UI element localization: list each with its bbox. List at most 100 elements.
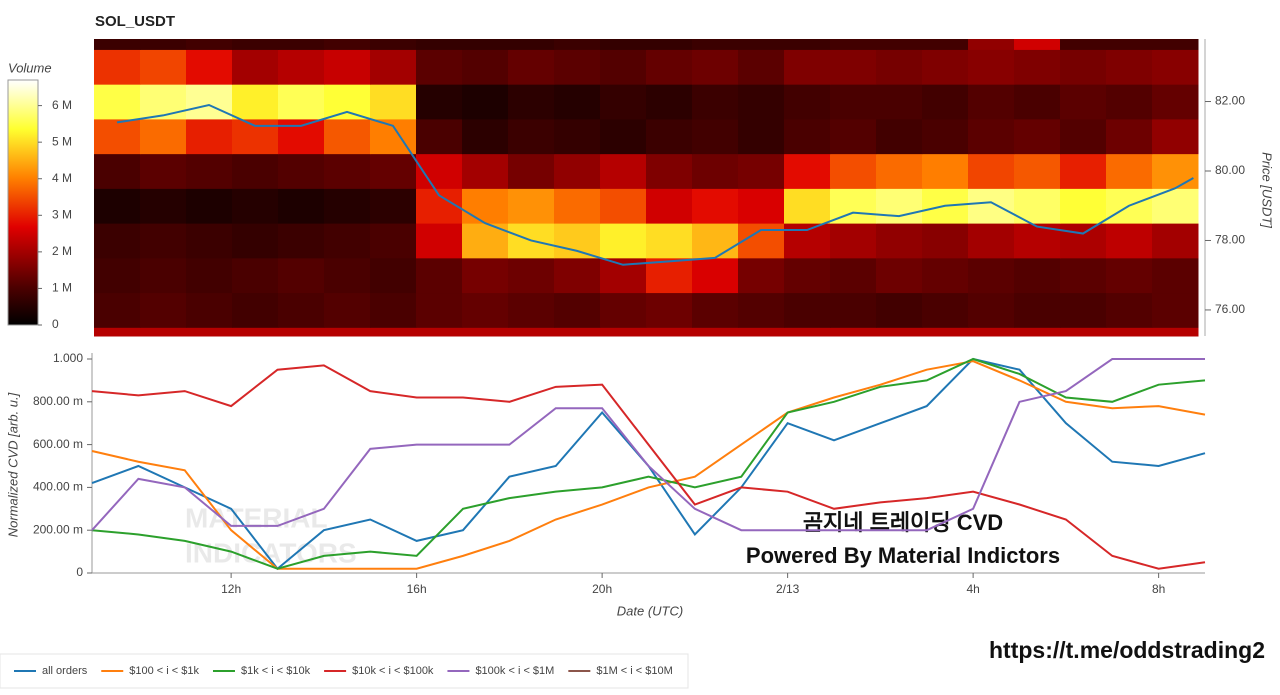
heat-cell [968,257,1015,294]
heat-cell [830,118,877,155]
heat-cell [508,84,555,120]
heat-cell [784,292,831,328]
heat-cell [830,153,877,189]
heat-cell [922,153,969,189]
heat-cell [462,188,509,224]
heat-cell [922,118,969,155]
heat-cell [186,223,233,259]
heat-cell [232,327,279,337]
heat-cell [692,327,739,337]
heat-cell [186,49,233,85]
heat-cell [462,84,509,120]
heat-cell [1106,257,1153,294]
heat-cell [554,327,601,337]
heat-cell [186,153,233,189]
heat-cell [554,292,601,328]
heat-cell [232,292,279,328]
heat-cell [1014,153,1061,189]
heat-cell [416,118,463,155]
colorbar-tick-label: 4 M [52,171,72,185]
heat-cell [600,49,647,85]
heat-cell [968,188,1015,224]
heat-cell [324,223,371,259]
x-tick-label: 20h [592,582,612,596]
y-tick-label: 0 [76,565,83,579]
heat-cell [1014,327,1061,337]
heat-cell [1014,118,1061,155]
heat-cell [922,84,969,120]
heat-cell [646,39,693,50]
y-axis-label: Normalized CVD [arb. u.] [5,392,20,537]
heat-cell [646,153,693,189]
heat-cell [278,84,325,120]
heat-cell [692,84,739,120]
heat-cell [370,84,417,120]
heat-cell [600,188,647,224]
heat-cell [462,257,509,294]
colorbar [7,79,39,326]
heat-cell [508,327,555,337]
heat-cell [508,118,555,155]
heat-cell [508,257,555,294]
heat-cell [1060,223,1107,259]
heat-cell [968,153,1015,189]
heat-cell [784,327,831,337]
heat-cell [922,39,969,50]
heat-cell [1152,257,1199,294]
heat-cell [784,49,831,85]
heat-cell [1152,118,1199,155]
heat-cell [416,223,463,259]
colorbar-title: Volume [8,60,52,75]
heat-cell [462,118,509,155]
y-tick-label: 800.00 m [33,394,83,408]
heat-cell [324,118,371,155]
heat-cell [692,223,739,259]
heat-cell [370,188,417,224]
heat-cell [784,118,831,155]
heat-cell [186,84,233,120]
heat-cell [94,84,141,120]
heat-cell [1152,153,1199,189]
heat-cell [600,153,647,189]
heat-cell [784,188,831,224]
heat-cell [646,49,693,85]
heat-cell [600,327,647,337]
heat-cell [876,257,923,294]
heat-cell [1106,327,1153,337]
heat-cell [416,327,463,337]
heat-cell [278,223,325,259]
heat-cell [140,257,187,294]
heat-cell [830,257,877,294]
heat-cell [876,118,923,155]
heat-cell [416,292,463,328]
heat-cell [554,84,601,120]
colorbar-tick-label: 6 M [52,98,72,112]
heat-cell [508,292,555,328]
heat-cell [232,84,279,120]
heat-cell [1014,84,1061,120]
heat-cell [784,84,831,120]
heat-cell [922,327,969,337]
heat-cell [1106,39,1153,50]
heat-cell [508,153,555,189]
heat-cell [830,327,877,337]
y-tick-label: 200.00 m [33,522,83,536]
heat-cell [462,49,509,85]
y2-tick-label: 82.00 [1215,94,1245,108]
heat-cell [278,118,325,155]
heat-cell [968,49,1015,85]
x-tick-label: 2/13 [776,582,800,596]
heat-cell [1106,118,1153,155]
heat-cell [922,292,969,328]
heat-cell [738,49,785,85]
heat-cell [692,257,739,294]
heat-cell [140,49,187,85]
heat-cell [324,49,371,85]
heat-cell [554,257,601,294]
heat-cell [1106,223,1153,259]
heat-cell [370,153,417,189]
legend-label: $10k < i < $100k [352,665,434,677]
heat-cell [1060,188,1107,224]
heat-cell [1014,257,1061,294]
heat-cell [968,223,1015,259]
